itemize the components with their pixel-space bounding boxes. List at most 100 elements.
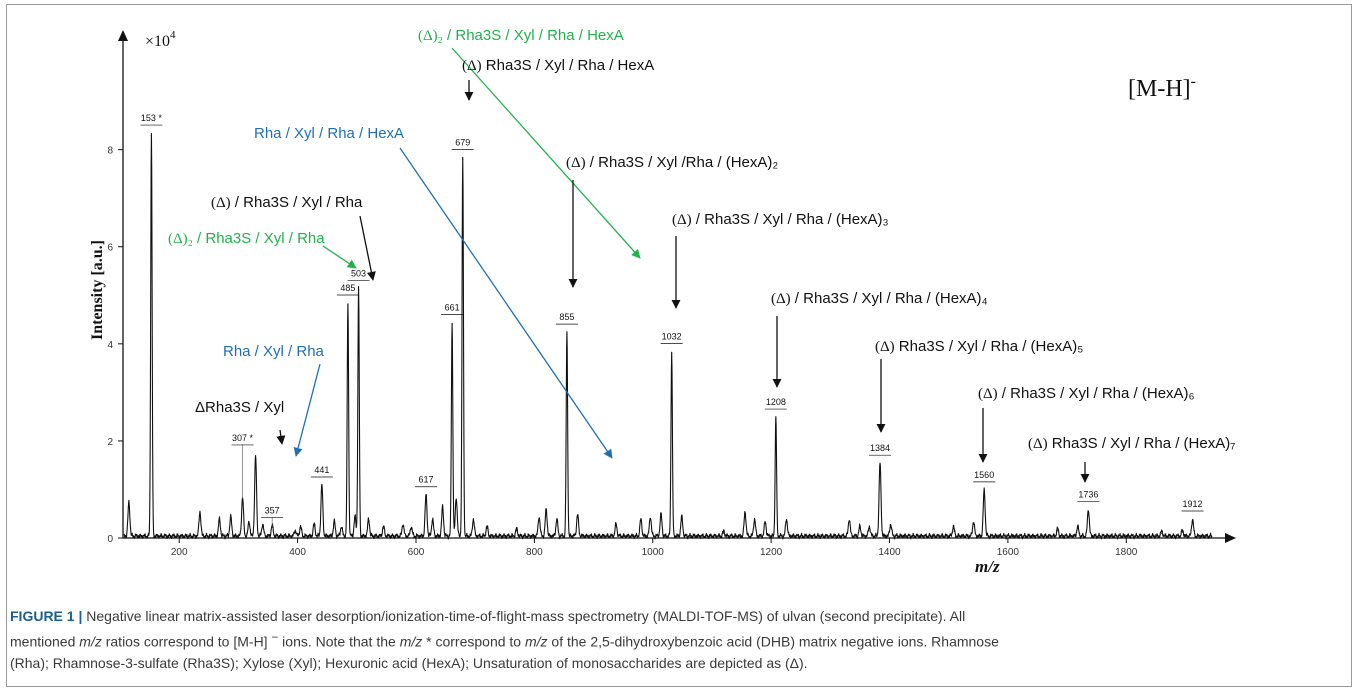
structure-annotation: (Δ) Rha3S / Xyl / Rha / HexA bbox=[462, 57, 654, 74]
caption-text-2a: mentioned bbox=[10, 633, 80, 650]
ion-type-label: [M-H]- bbox=[1128, 73, 1196, 102]
x-tick-label: 400 bbox=[289, 547, 306, 558]
peak-point bbox=[660, 515, 662, 517]
structure-annotation: (Δ) / Rha3S / Xyl / Rha / (HexA)₃ bbox=[672, 211, 889, 228]
peak-point bbox=[431, 520, 434, 522]
peak-point bbox=[1087, 510, 1089, 512]
peak-point bbox=[848, 520, 850, 522]
peak-point bbox=[248, 522, 250, 525]
peak-label: 1736 bbox=[1078, 489, 1098, 499]
y-multiplier: ×104 bbox=[145, 29, 176, 50]
peak-label: 1384 bbox=[870, 443, 890, 453]
peak-point bbox=[785, 520, 788, 522]
structure-annotation: (Δ) / Rha3S / Xyl /Rha / (HexA)₂ bbox=[566, 154, 778, 171]
peak-label: 1032 bbox=[662, 332, 682, 342]
x-axis-arrow bbox=[1225, 533, 1236, 543]
x-tick-label: 1600 bbox=[997, 547, 1020, 558]
peak-point bbox=[357, 289, 360, 292]
peak-point bbox=[972, 522, 975, 525]
y-tick-label: 0 bbox=[107, 534, 113, 545]
peak-label: 503 bbox=[351, 268, 366, 278]
caption-line-1: FIGURE 1 | Negative linear matrix-assist… bbox=[10, 606, 1335, 627]
peak-point bbox=[321, 486, 323, 488]
peak-point bbox=[230, 517, 232, 520]
peak-point bbox=[671, 352, 673, 355]
x-tick-label: 1400 bbox=[878, 547, 901, 558]
caption-text-2e: of the 2,5-dihydroxybenzoic acid (DHB) m… bbox=[547, 633, 999, 650]
peak-point bbox=[723, 532, 725, 534]
peak-point bbox=[538, 517, 540, 520]
peak-label: 357 bbox=[265, 505, 280, 515]
peak-point bbox=[347, 304, 349, 306]
peak-point bbox=[556, 520, 558, 522]
x-tick-label: 200 bbox=[171, 547, 188, 558]
structure-annotation: Rha / Xyl / Rha bbox=[223, 343, 325, 360]
figure-caption: FIGURE 1 | Negative linear matrix-assist… bbox=[10, 606, 1335, 674]
peak-point bbox=[340, 527, 343, 529]
peak-point bbox=[486, 527, 488, 529]
peak-point bbox=[764, 522, 766, 525]
annotation-arrow bbox=[399, 147, 613, 459]
peak-point bbox=[649, 517, 651, 520]
caption-text-2d: * correspond to bbox=[422, 633, 525, 650]
peak-point bbox=[313, 525, 315, 527]
structure-annotation: ΔRha3S / Xyl bbox=[195, 399, 284, 416]
peak-point bbox=[262, 525, 264, 527]
caption-minus: − bbox=[271, 631, 279, 644]
y-tick-label: 4 bbox=[107, 340, 113, 351]
peak-point bbox=[640, 520, 642, 522]
caption-text-1: Negative linear matrix-assisted laser de… bbox=[82, 608, 966, 624]
peak-point bbox=[271, 526, 273, 528]
peak-point bbox=[354, 517, 356, 520]
peak-point bbox=[150, 134, 153, 136]
peak-point bbox=[516, 530, 518, 532]
caption-mz-1: m/z bbox=[79, 633, 102, 650]
x-tick-label: 1800 bbox=[1115, 547, 1138, 558]
peak-point bbox=[859, 527, 861, 529]
peak-point bbox=[294, 531, 296, 533]
peak-label: 661 bbox=[445, 302, 460, 312]
peak-point bbox=[545, 510, 547, 512]
peak-point bbox=[566, 333, 568, 335]
peak-label: 617 bbox=[419, 475, 434, 485]
structure-annotation: (Δ)₂ / Rha3S / Xyl / Rha / HexA bbox=[418, 27, 624, 44]
peak-point bbox=[890, 525, 892, 527]
peak-label: 1560 bbox=[974, 470, 994, 480]
y-tick-label: 6 bbox=[107, 243, 113, 254]
peak-point bbox=[744, 513, 746, 515]
structure-annotation: (Δ) / Rha3S / Xyl / Rha / (HexA)₆ bbox=[978, 385, 1195, 402]
y-tick-label: 2 bbox=[107, 437, 113, 448]
caption-line-2: mentioned m/z ratios correspond to [M-H]… bbox=[10, 627, 1335, 653]
peak-point bbox=[1191, 520, 1194, 522]
peak-point bbox=[1161, 532, 1163, 534]
peak-point bbox=[333, 522, 335, 525]
peak-point bbox=[775, 418, 777, 420]
caption-text-2c: ions. Note that the bbox=[278, 633, 400, 650]
mass-spectrum-chart: 200 400 600 800 1000 1200 1400 1600 1800 0 2 4 6 8 15… bbox=[89, 27, 1236, 576]
figure-label: FIGURE 1 | bbox=[10, 608, 83, 624]
structure-annotation: (Δ) / Rha3S / Xyl / Rha bbox=[211, 194, 363, 211]
x-tick-label: 800 bbox=[526, 547, 543, 558]
y-axis-arrow bbox=[118, 30, 128, 41]
spectrum-trace bbox=[123, 133, 1213, 540]
caption-text-3: (Rha); Rhamnose-3-sulfate (Rha3S); Xylos… bbox=[10, 654, 808, 671]
peak-point bbox=[615, 525, 617, 527]
annotation-arrow bbox=[276, 429, 286, 445]
peak-point bbox=[462, 158, 464, 160]
x-tick-label: 600 bbox=[408, 547, 425, 558]
figure-frame bbox=[6, 4, 1352, 687]
annotation-arrow bbox=[451, 47, 641, 259]
peak-label: 441 bbox=[314, 465, 329, 475]
structure-annotation: (Δ) / Rha3S / Xyl / Rha / (HexA)₄ bbox=[771, 290, 988, 307]
caption-line-3: (Rha); Rhamnose-3-sulfate (Rha3S); Xylos… bbox=[10, 653, 1335, 674]
annotation-arrow bbox=[293, 363, 321, 457]
peak-point bbox=[128, 503, 130, 505]
caption-mz-3: m/z bbox=[524, 633, 548, 650]
peak-point bbox=[442, 508, 444, 510]
structure-annotation: (Δ) Rha3S / Xyl / Rha / (HexA)₇ bbox=[1028, 435, 1235, 452]
structure-annotation: (Δ)₂ / Rha3S / Xyl / Rha bbox=[168, 230, 325, 247]
peak-label: 1912 bbox=[1183, 499, 1203, 509]
peak-point bbox=[681, 517, 683, 520]
structure-annotation: (Δ) Rha3S / Xyl / Rha / (HexA)₅ bbox=[875, 338, 1083, 355]
peak-label: 855 bbox=[559, 312, 574, 322]
